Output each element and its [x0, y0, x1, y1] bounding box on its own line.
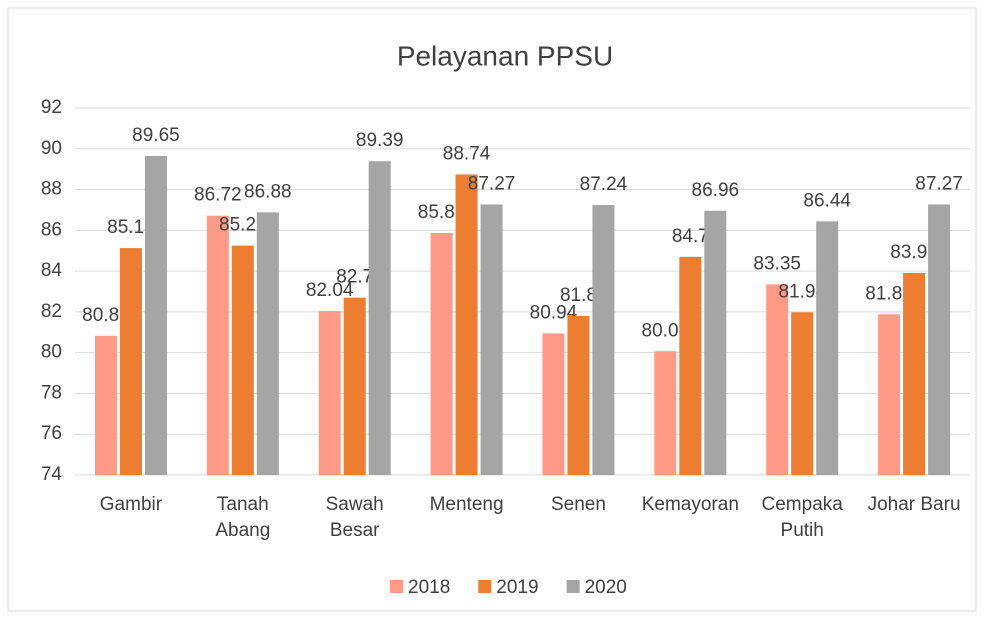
x-tick-label: Sawah Besar [325, 494, 384, 541]
bar [878, 314, 901, 475]
data-label: 87.27 [468, 173, 516, 194]
legend-label: 2020 [585, 577, 627, 598]
y-tick-label: 92 [41, 97, 62, 118]
data-label: 86.88 [244, 181, 292, 202]
bar [567, 315, 590, 475]
data-label: 80.94 [530, 303, 578, 324]
legend-label: 2019 [496, 577, 538, 598]
x-tick-label: Tanah Abang [215, 494, 271, 541]
data-label: 80.07 [642, 320, 690, 341]
y-tick-label: 76 [41, 423, 62, 444]
bar [704, 210, 727, 475]
x-tick-label: Gambir [99, 494, 163, 515]
bar [791, 312, 814, 475]
y-tick-label: 74 [41, 464, 63, 485]
data-label: 85.13 [107, 217, 155, 238]
bar [542, 333, 565, 475]
x-tick-label: Menteng [429, 494, 504, 515]
data-label: 86.72 [194, 185, 242, 206]
data-label: 81.8 [560, 285, 597, 306]
data-label: 89.39 [356, 130, 404, 151]
data-label: 82.04 [306, 280, 354, 301]
bar [94, 335, 117, 475]
bar [654, 351, 677, 475]
bar [430, 232, 453, 475]
x-tick-label: Cempaka Putih [761, 494, 843, 541]
data-label: 89.65 [132, 125, 180, 146]
y-tick-label: 78 [41, 382, 62, 403]
data-label: 85.87 [418, 202, 466, 223]
bar [455, 174, 478, 475]
legend-label: 2018 [408, 577, 450, 598]
x-tick-label: Senen [550, 494, 606, 515]
data-label: 84.7 [672, 226, 709, 247]
bar [256, 212, 279, 475]
data-label: 83.91 [890, 242, 938, 263]
bar [231, 245, 254, 475]
data-label: 87.24 [580, 174, 628, 195]
y-tick-label: 82 [41, 301, 62, 322]
data-label: 81.88 [865, 283, 913, 304]
data-label: 88.74 [443, 143, 491, 164]
data-label: 82.7 [336, 267, 373, 288]
legend-swatch [566, 580, 580, 593]
chart-title: Pelayanan PPSU [397, 40, 613, 71]
bar [816, 221, 839, 475]
y-tick-label: 84 [41, 260, 63, 281]
bar [144, 155, 167, 476]
y-tick-label: 88 [41, 179, 62, 200]
data-label: 85.25 [219, 215, 267, 236]
bar [480, 204, 503, 475]
bar [206, 215, 229, 476]
y-tick-label: 86 [41, 219, 62, 240]
data-label: 86.44 [803, 190, 851, 211]
legend-swatch [390, 580, 403, 593]
x-tick-label: Johar Baru [867, 494, 961, 515]
bar [766, 284, 789, 475]
data-label: 87.27 [915, 173, 963, 194]
bar [343, 297, 366, 475]
bar [119, 248, 142, 475]
data-label: 83.35 [753, 253, 801, 274]
data-label: 81.98 [778, 281, 826, 302]
bar [679, 256, 702, 475]
bar [903, 272, 926, 475]
y-tick-label: 90 [41, 138, 62, 159]
bar [318, 311, 341, 475]
data-label: 86.96 [692, 180, 740, 201]
bar [368, 161, 391, 475]
legend-swatch [478, 580, 492, 593]
data-label: 80.83 [82, 305, 130, 326]
x-tick-label: Kemayoran [641, 494, 739, 515]
bar [592, 205, 615, 475]
bar [928, 204, 951, 475]
y-tick-label: 80 [41, 342, 62, 363]
